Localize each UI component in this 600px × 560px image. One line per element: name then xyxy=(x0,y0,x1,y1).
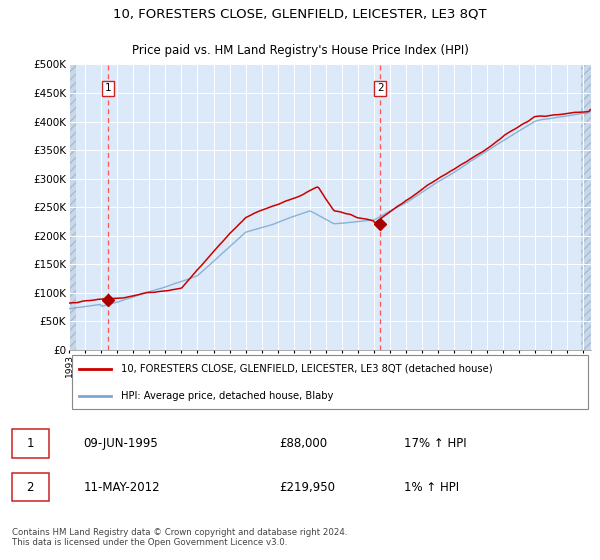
Text: 10, FORESTERS CLOSE, GLENFIELD, LEICESTER, LE3 8QT (detached house): 10, FORESTERS CLOSE, GLENFIELD, LEICESTE… xyxy=(121,363,493,374)
Text: 11-MAY-2012: 11-MAY-2012 xyxy=(83,480,160,493)
Text: HPI: Average price, detached house, Blaby: HPI: Average price, detached house, Blab… xyxy=(121,391,334,401)
FancyBboxPatch shape xyxy=(12,429,49,458)
Text: £88,000: £88,000 xyxy=(279,437,328,450)
Text: Contains HM Land Registry data © Crown copyright and database right 2024.
This d: Contains HM Land Registry data © Crown c… xyxy=(12,528,347,547)
FancyBboxPatch shape xyxy=(71,355,589,409)
Bar xyxy=(581,64,596,350)
Text: 09-JUN-1995: 09-JUN-1995 xyxy=(83,437,158,450)
Bar xyxy=(581,64,596,350)
Text: 1% ↑ HPI: 1% ↑ HPI xyxy=(404,480,459,493)
Text: 1: 1 xyxy=(26,437,34,450)
Text: 2: 2 xyxy=(377,83,383,94)
Bar xyxy=(69,64,76,350)
Text: Price paid vs. HM Land Registry's House Price Index (HPI): Price paid vs. HM Land Registry's House … xyxy=(131,44,469,57)
Text: 1: 1 xyxy=(105,83,112,94)
Text: 2: 2 xyxy=(26,480,34,493)
Bar xyxy=(69,64,76,350)
FancyBboxPatch shape xyxy=(12,473,49,502)
Text: 10, FORESTERS CLOSE, GLENFIELD, LEICESTER, LE3 8QT: 10, FORESTERS CLOSE, GLENFIELD, LEICESTE… xyxy=(113,8,487,21)
Text: £219,950: £219,950 xyxy=(279,480,335,493)
Text: 17% ↑ HPI: 17% ↑ HPI xyxy=(404,437,467,450)
